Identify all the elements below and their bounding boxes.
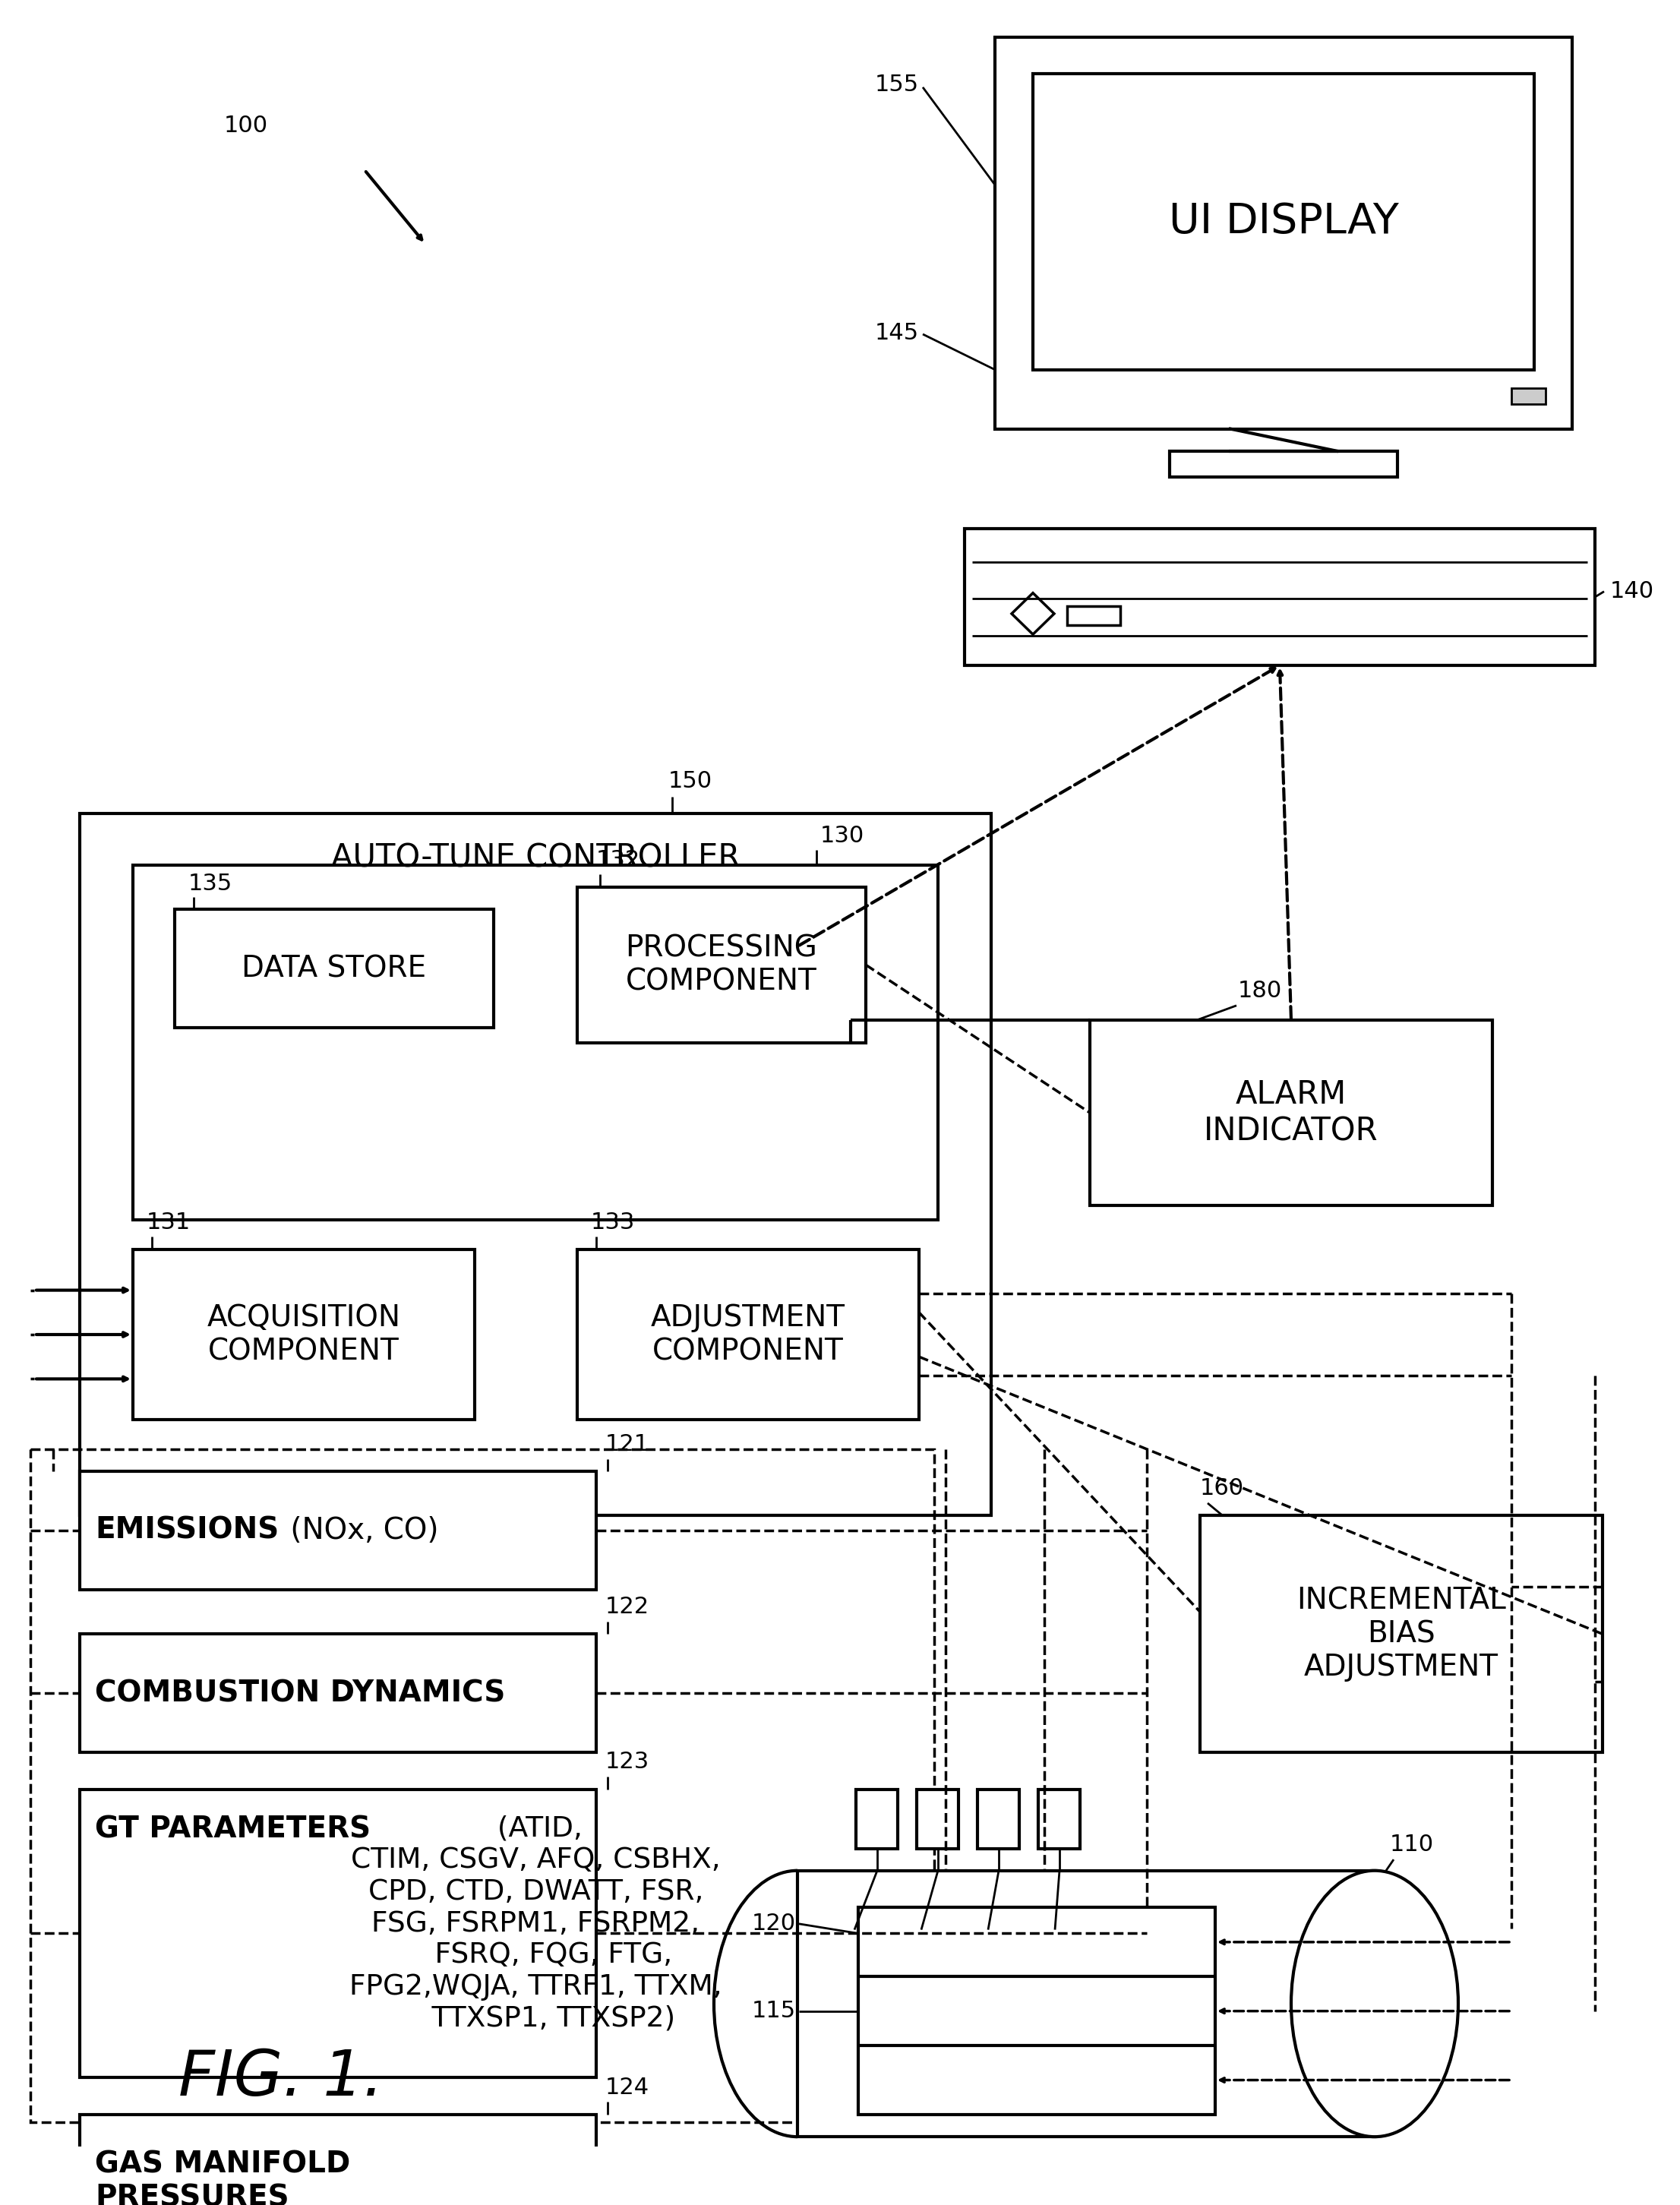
Bar xyxy=(1033,75,1534,370)
Bar xyxy=(978,1788,1020,1848)
Text: ADJUSTMENT
COMPONENT: ADJUSTMENT COMPONENT xyxy=(650,1303,845,1365)
Bar xyxy=(578,1250,919,1420)
Text: 140: 140 xyxy=(1609,580,1655,602)
Text: DATA STORE: DATA STORE xyxy=(242,955,427,983)
Bar xyxy=(79,814,991,1515)
Text: ALARM
INDICATOR: ALARM INDICATOR xyxy=(1205,1078,1378,1147)
Bar xyxy=(1512,388,1546,404)
Text: 160: 160 xyxy=(1200,1477,1245,1499)
Text: 132: 132 xyxy=(596,849,640,871)
Bar xyxy=(917,1788,959,1848)
Text: 150: 150 xyxy=(669,770,712,792)
Bar xyxy=(798,1870,1374,2137)
Text: GT PARAMETERS: GT PARAMETERS xyxy=(96,1815,371,1843)
Text: 122: 122 xyxy=(605,1596,650,1618)
Bar xyxy=(133,1250,475,1420)
Bar xyxy=(1169,452,1398,476)
Text: (ATID,
CTIM, CSGV, AFQ, CSBHX,
CPD, CTD, DWATT, FSR,
FSG, FSRPM1, FSRPM2,
    FS: (ATID, CTIM, CSGV, AFQ, CSBHX, CPD, CTD,… xyxy=(349,1815,722,2033)
Bar xyxy=(79,2115,596,2205)
Bar xyxy=(1067,606,1121,624)
Bar xyxy=(855,1788,897,1848)
Bar xyxy=(79,1788,596,2077)
Text: 135: 135 xyxy=(188,873,232,895)
Text: INCREMENTAL
BIAS
ADJUSTMENT: INCREMENTAL BIAS ADJUSTMENT xyxy=(1297,1585,1505,1682)
Bar xyxy=(30,1449,934,2121)
Text: FIG. 1.: FIG. 1. xyxy=(178,2046,383,2108)
Text: 121: 121 xyxy=(605,1433,650,1455)
Bar xyxy=(995,37,1572,428)
Bar xyxy=(858,1907,1215,2115)
Bar xyxy=(175,908,494,1028)
Text: 123: 123 xyxy=(605,1751,650,1773)
Text: 130: 130 xyxy=(820,825,865,847)
Bar xyxy=(79,1471,596,1590)
Text: EMISSIONS: EMISSIONS xyxy=(96,1517,279,1546)
Ellipse shape xyxy=(1292,1870,1458,2137)
Text: 110: 110 xyxy=(1389,1835,1435,1857)
Bar xyxy=(1090,1021,1492,1206)
Text: 145: 145 xyxy=(875,322,919,344)
Text: GAS MANIFOLD
PRESSURES: GAS MANIFOLD PRESSURES xyxy=(96,2150,351,2205)
Text: 124: 124 xyxy=(605,2077,650,2099)
Bar xyxy=(964,529,1594,666)
Bar xyxy=(1038,1788,1080,1848)
Text: 155: 155 xyxy=(875,75,919,97)
Bar xyxy=(79,1634,596,1753)
Text: AUTO-TUNE CONTROLLER: AUTO-TUNE CONTROLLER xyxy=(331,842,739,873)
Text: 120: 120 xyxy=(753,1912,796,1934)
Text: COMBUSTION DYNAMICS: COMBUSTION DYNAMICS xyxy=(96,1678,506,1707)
Text: (NOx, CO): (NOx, CO) xyxy=(281,1517,438,1546)
Text: ACQUISITION
COMPONENT: ACQUISITION COMPONENT xyxy=(207,1303,400,1365)
Bar xyxy=(1200,1515,1603,1753)
Text: 131: 131 xyxy=(146,1211,192,1233)
Text: 100: 100 xyxy=(223,115,269,137)
Text: UI DISPLAY: UI DISPLAY xyxy=(1169,201,1398,243)
Bar xyxy=(133,864,937,1219)
Text: 115: 115 xyxy=(753,2000,796,2022)
Text: 180: 180 xyxy=(1238,979,1282,1001)
Text: 133: 133 xyxy=(591,1211,635,1233)
Text: PROCESSING
COMPONENT: PROCESSING COMPONENT xyxy=(625,933,818,997)
Bar xyxy=(578,886,865,1043)
